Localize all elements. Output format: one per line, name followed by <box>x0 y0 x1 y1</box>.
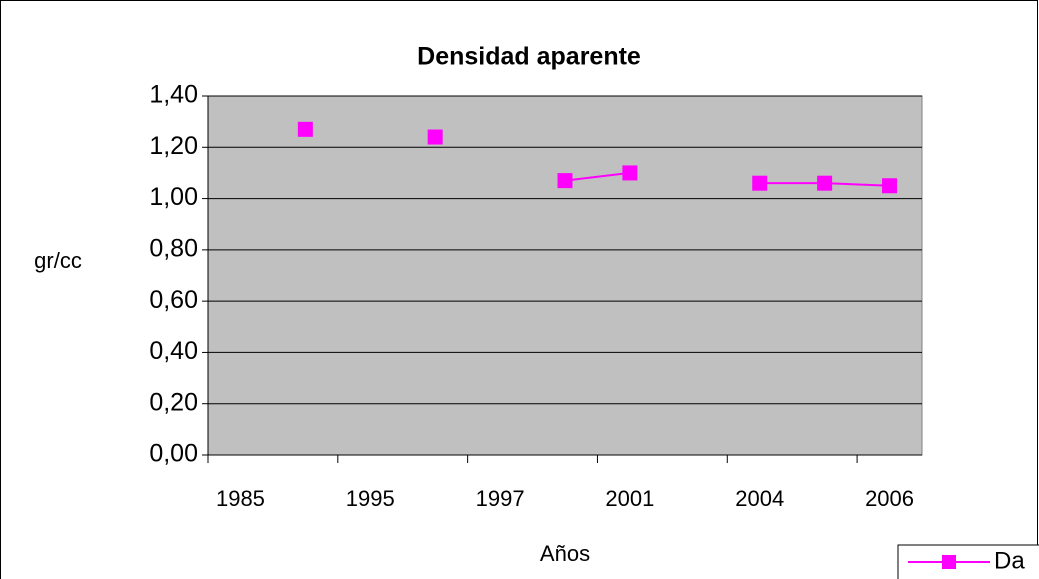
y-axis-label: gr/cc <box>34 248 82 273</box>
x-tick-label: 1997 <box>476 486 525 511</box>
chart-title: Densidad aparente <box>417 43 641 71</box>
y-tick-label: 0,80 <box>149 234 198 262</box>
plot-area <box>207 95 923 456</box>
y-tick-label: 0,00 <box>149 440 198 468</box>
x-tick-label: 1995 <box>346 486 395 511</box>
data-point <box>622 165 638 181</box>
data-point <box>752 175 768 191</box>
data-point <box>817 175 833 191</box>
y-tick-label: 1,40 <box>149 81 198 109</box>
x-tick-label: 1985 <box>216 486 265 511</box>
data-point <box>882 178 898 194</box>
x-axis-label: Años <box>540 541 590 566</box>
y-tick-label: 0,20 <box>149 388 198 416</box>
y-tick-label: 1,00 <box>149 183 198 211</box>
legend-marker <box>942 555 956 569</box>
x-tick-label: 2001 <box>605 486 654 511</box>
data-point <box>297 121 313 137</box>
y-tick-label: 1,20 <box>149 132 198 160</box>
data-point <box>557 173 573 189</box>
y-tick-label: 0,60 <box>149 286 198 314</box>
x-tick-label: 2004 <box>735 486 784 511</box>
legend-label: Da <box>994 547 1025 574</box>
series-line <box>564 171 631 182</box>
x-tick-label: 2006 <box>865 486 914 511</box>
data-point <box>427 129 443 145</box>
y-tick-label: 0,40 <box>149 337 198 365</box>
